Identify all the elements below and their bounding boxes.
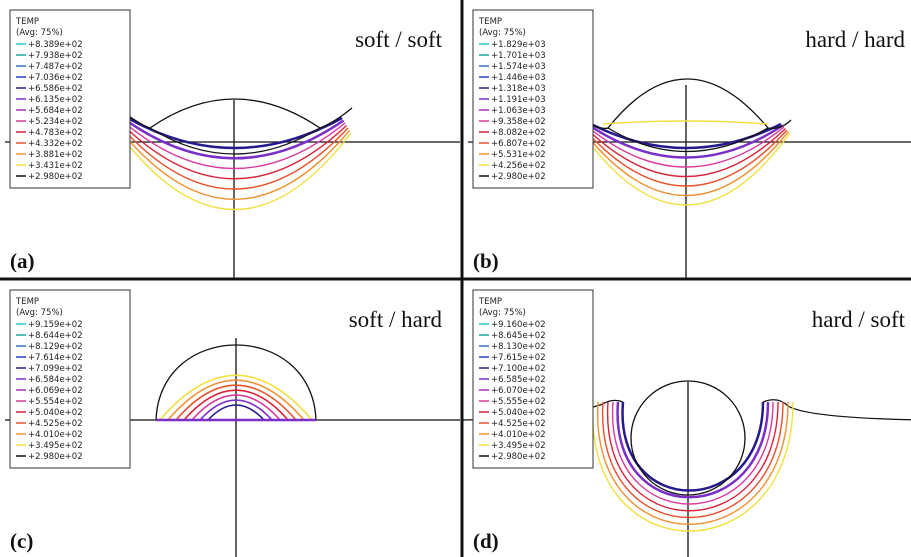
legend-entry: +4.332e+02 (28, 139, 83, 149)
legend-entry: +8.082e+02 (491, 128, 546, 138)
legend-entry: +6.585e+02 (491, 375, 546, 385)
legend-entry: +2.980e+02 (491, 172, 546, 182)
legend-subheading: (Avg: 75%) (16, 308, 63, 318)
legend-entry: +6.584e+02 (28, 375, 83, 385)
legend-heading: TEMP (478, 17, 502, 27)
legend-entry: +1.191e+03 (491, 95, 546, 105)
legend-entry: +7.487e+02 (28, 62, 83, 72)
legend: TEMP(Avg: 75%) +9.159e+02+8.644e+02+8.129… (10, 290, 130, 468)
legend-entry: +7.099e+02 (28, 364, 83, 374)
panel-label: (b) (473, 249, 499, 273)
legend-entry: +7.036e+02 (28, 73, 83, 83)
panel-label: (a) (10, 249, 35, 273)
legend-entry: +6.135e+02 (28, 95, 83, 105)
legend-entry: +3.495e+02 (491, 441, 546, 451)
legend-entry: +6.586e+02 (28, 84, 83, 94)
legend-entry: +5.555e+02 (491, 397, 546, 407)
panel-title: soft / soft (355, 27, 443, 52)
legend: TEMP(Avg: 75%) +9.160e+02+8.645e+02+8.130… (473, 290, 593, 468)
legend-entry: +4.256e+02 (491, 161, 546, 171)
legend-entry: +6.070e+02 (491, 386, 546, 396)
legend-subheading: (Avg: 75%) (479, 28, 526, 38)
legend-heading: TEMP (15, 297, 39, 307)
legend-entry: +4.525e+02 (491, 419, 546, 429)
panel-title: hard / soft (812, 307, 906, 332)
legend-entry: +3.881e+02 (28, 150, 83, 160)
legend-heading: TEMP (15, 17, 39, 27)
legend-entry: +3.431e+02 (28, 161, 83, 171)
legend: TEMP(Avg: 75%) +8.389e+02+7.938e+02+7.487… (10, 10, 130, 188)
legend-entry: +9.358e+02 (491, 117, 546, 127)
legend-entry: +5.554e+02 (28, 397, 83, 407)
legend-entry: +5.234e+02 (28, 117, 83, 127)
panel-title: soft / hard (349, 307, 443, 332)
legend-entry: +7.615e+02 (491, 353, 546, 363)
legend-entry: +1.829e+03 (491, 40, 546, 50)
legend-entry: +1.446e+03 (491, 73, 546, 83)
legend-entry: +8.129e+02 (28, 342, 83, 352)
legend-entry: +7.100e+02 (491, 364, 546, 374)
legend-entry: +3.495e+02 (28, 441, 83, 451)
legend-entry: +2.980e+02 (28, 452, 83, 462)
legend-entry: +1.574e+03 (491, 62, 546, 72)
legend-entry: +7.938e+02 (28, 51, 83, 61)
legend-entry: +6.807e+02 (491, 139, 546, 149)
legend-entry: +5.040e+02 (491, 408, 546, 418)
legend-entry: +5.684e+02 (28, 106, 83, 116)
legend-entry: +1.063e+03 (491, 106, 546, 116)
legend: TEMP(Avg: 75%) +1.829e+03+1.701e+03+1.574… (473, 10, 593, 188)
legend-entry: +4.525e+02 (28, 419, 83, 429)
legend-entry: +8.389e+02 (28, 40, 83, 50)
legend-entry: +5.040e+02 (28, 408, 83, 418)
legend-entry: +4.783e+02 (28, 128, 83, 138)
legend-entry: +1.701e+03 (491, 51, 546, 61)
legend-entry: +6.069e+02 (28, 386, 83, 396)
legend-entry: +7.614e+02 (28, 353, 83, 363)
legend-subheading: (Avg: 75%) (479, 308, 526, 318)
legend-entry: +2.980e+02 (491, 452, 546, 462)
legend-entry: +5.531e+02 (491, 150, 546, 160)
legend-entry: +4.010e+02 (28, 430, 83, 440)
page: TEMP(Avg: 75%)+8.389e+02+7.938e+02+7.487… (0, 0, 911, 557)
legend-entry: +8.644e+02 (28, 331, 83, 341)
legend-entry: +2.980e+02 (28, 172, 83, 182)
legend-entry: +4.010e+02 (491, 430, 546, 440)
figure: TEMP(Avg: 75%)+8.389e+02+7.938e+02+7.487… (0, 0, 911, 557)
panel-title: hard / hard (805, 27, 905, 52)
panel-label: (d) (473, 529, 499, 553)
legend-heading: TEMP (478, 297, 502, 307)
legend-entry: +9.159e+02 (28, 320, 83, 330)
legend-entry: +9.160e+02 (491, 320, 546, 330)
legend-subheading: (Avg: 75%) (16, 28, 63, 38)
legend-entry: +8.130e+02 (491, 342, 546, 352)
panel-label: (c) (10, 529, 33, 553)
legend-entry: +1.318e+03 (491, 84, 546, 94)
legend-entry: +8.645e+02 (491, 331, 546, 341)
